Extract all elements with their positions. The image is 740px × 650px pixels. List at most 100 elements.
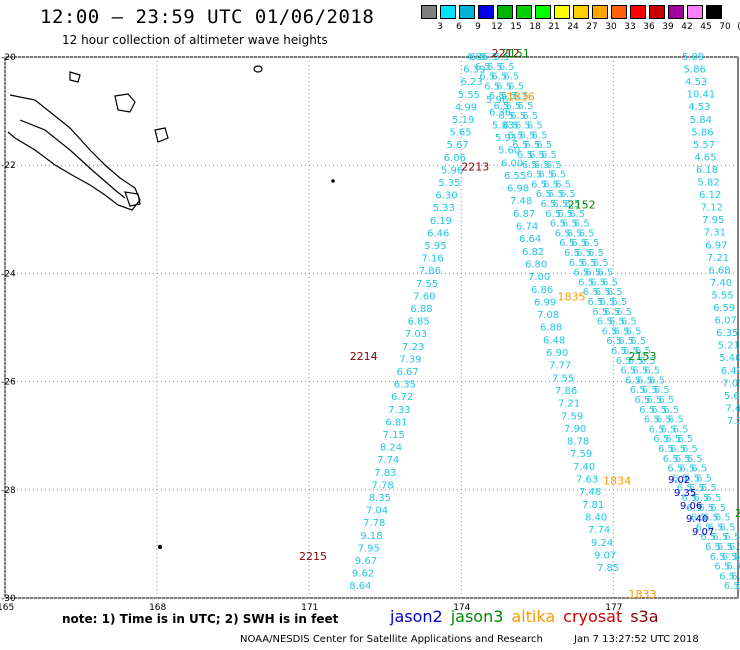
swh-streak: 6.5 <box>644 366 660 377</box>
swh-streak: 6.5 <box>585 268 601 279</box>
swh-streak: 6.5 <box>673 424 689 435</box>
colorbar-label: 3 <box>437 22 443 32</box>
swh-streak: 6.5 <box>508 130 524 141</box>
swh-streak: 6.5 <box>724 581 740 592</box>
swh-value-middle: 7.48 <box>579 487 601 498</box>
swh-streak: 6.5 <box>712 532 728 543</box>
swh-value-western: 7.83 <box>374 468 396 479</box>
swh-streak: 6.5 <box>581 258 597 269</box>
swh-streak: 6.5 <box>543 179 559 190</box>
swh-streak: 6.5 <box>602 326 618 337</box>
swh-streak: 6.5 <box>729 542 740 553</box>
swh-streak: 6.5 <box>583 238 599 249</box>
swh-streak: 6.5 <box>538 170 554 181</box>
swh-value-western: 8.35 <box>369 493 391 504</box>
swh-streak: 6.5 <box>503 121 519 132</box>
lon-tick-label: 174 <box>453 603 470 613</box>
swh-value-western: 9.62 <box>352 569 374 580</box>
swh-value-western: 6.19 <box>430 216 452 227</box>
colorbar-label: 15 <box>510 22 522 32</box>
swh-value-eastern: 5.40 <box>719 353 740 364</box>
swh-streak: 6.5 <box>720 522 736 533</box>
swh-streak: 6.5 <box>588 297 604 308</box>
swh-streak: 6.5 <box>470 52 486 63</box>
swh-value-western: 7.74 <box>377 455 399 466</box>
swh-value-western: 6.81 <box>385 417 407 428</box>
swh-streak: 6.5 <box>557 209 573 220</box>
swh-streak: 6.5 <box>620 366 636 377</box>
swh-value-eastern: 5.09 <box>682 52 704 63</box>
track-time-2214: 2214 <box>350 350 378 363</box>
swh-streak: 6.5 <box>722 552 738 563</box>
swh-value-eastern: 5.57 <box>693 140 715 151</box>
swh-streak: 6.5 <box>658 444 674 455</box>
swh-value-eastern: 5.55 <box>711 290 733 301</box>
swh-streak: 6.5 <box>626 326 642 337</box>
swh-streak: 6.5 <box>590 277 606 288</box>
swh-value-western: 6.39 <box>463 65 485 76</box>
swh-streak: 6.5 <box>623 346 639 357</box>
swh-streak: 6.5 <box>489 91 505 102</box>
swh-value-middle: 7.86 <box>555 386 577 397</box>
colorbar-swatch <box>573 5 589 19</box>
swh-streak: 6.5 <box>663 405 679 416</box>
map-grid <box>4 56 740 599</box>
swh-streak: 6.5 <box>553 199 569 210</box>
swh-value-western: 6.23 <box>460 77 482 88</box>
swh-value-middle: 7.77 <box>549 361 571 372</box>
swh-value-western: 7.03 <box>405 329 427 340</box>
swh-streak: 6.5 <box>606 336 622 347</box>
swh-streak: 6.5 <box>597 268 613 279</box>
swh-streak: 6.5 <box>508 81 524 92</box>
swh-streak: 6.5 <box>630 385 646 396</box>
swh-streak: 6.5 <box>559 238 575 249</box>
swh-streak: 6.5 <box>501 91 517 102</box>
swh-streak: 6.5 <box>656 415 672 426</box>
swh-value-eastern: 4.53 <box>685 77 707 88</box>
swh-value-middle: 6.48 <box>543 335 565 346</box>
swh-value-eastern: 7.31 <box>704 228 726 239</box>
colorbar-swatch <box>535 5 551 19</box>
colorbar-label: 21 <box>548 22 560 32</box>
swh-streak: 6.5 <box>736 581 740 592</box>
swh-value-western: 9.18 <box>360 531 382 542</box>
swh-streak: 6.5 <box>560 189 576 200</box>
swh-value-western: 7.23 <box>402 342 424 353</box>
swh-value-middle: 9.24 <box>591 538 613 549</box>
swh-value-middle: 7.40 <box>573 462 595 473</box>
swh-streak: 6.5 <box>694 493 710 504</box>
swh-streak: 6.5 <box>612 297 628 308</box>
swh-value-western: 6.72 <box>391 392 413 403</box>
swh-streak: 6.5 <box>527 121 543 132</box>
swh-streak: 6.5 <box>513 91 529 102</box>
swh-streak: 6.5 <box>684 473 700 484</box>
units-note: note: 1) Time is in UTC; 2) SWH is in fe… <box>62 612 339 626</box>
swh-streak: 6.5 <box>639 405 655 416</box>
swh-value-eastern: 5.66 <box>724 391 740 402</box>
swh-streak: 6.5 <box>526 170 542 181</box>
swh-streak: 6.5 <box>583 287 599 298</box>
swh-value-middle: 6.99 <box>534 297 556 308</box>
lon-tick-label: 177 <box>605 603 622 613</box>
swh-value-eastern: 7.44 <box>725 403 740 414</box>
swh-value-western: 5.96 <box>441 165 463 176</box>
swh-streak: 6.5 <box>696 473 712 484</box>
colorbar-label: 39 <box>662 22 674 32</box>
colorbar-label: 6 <box>456 22 462 32</box>
swh-streak: 6.5 <box>677 434 693 445</box>
swh-value-middle: 7.81 <box>582 500 604 511</box>
swh-streak: 6.5 <box>677 483 693 494</box>
coastline <box>7 65 335 550</box>
legend-item-jason3: jason3 <box>450 607 504 626</box>
swh-streak: 6.5 <box>510 111 526 122</box>
swh-value-middle: 9.07 <box>594 550 616 561</box>
swh-streak: 6.5 <box>696 522 712 533</box>
swh-streak: 6.5 <box>503 72 519 83</box>
swh-streak: 6.5 <box>569 258 585 269</box>
swh-streak: 6.5 <box>686 503 702 514</box>
swh-value-western: 7.78 <box>363 518 385 529</box>
swh-value-western: 7.55 <box>416 279 438 290</box>
swh-streak: 6.5 <box>698 503 714 514</box>
swh-value-western: 7.16 <box>422 254 444 265</box>
